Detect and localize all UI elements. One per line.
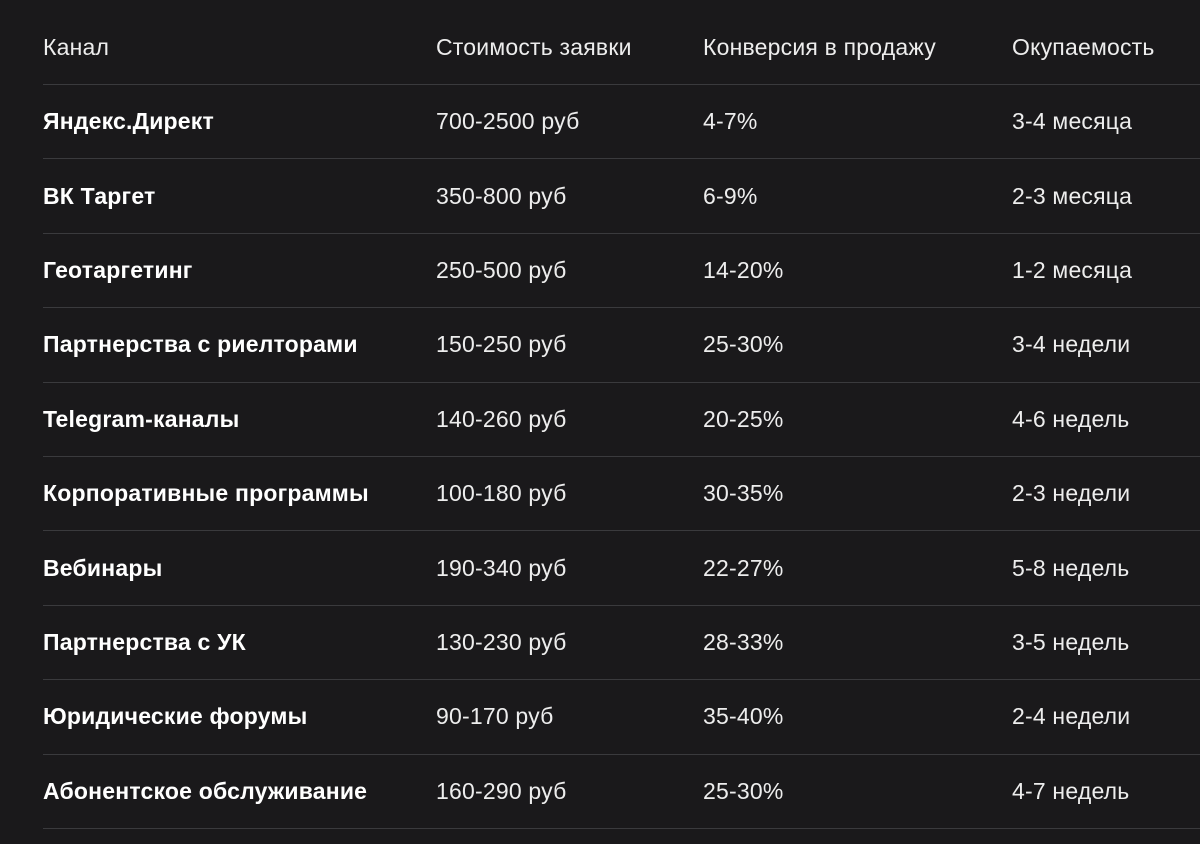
conversion-cell: 28-33% xyxy=(703,628,784,655)
channel-cell: Корпоративные программы xyxy=(43,480,369,507)
header-lead-cost: Стоимость заявки xyxy=(436,33,632,60)
conversion-cell: 25-30% xyxy=(703,777,784,804)
payback-cell: 4-6 недель xyxy=(1012,405,1130,432)
channels-table: Канал Стоимость заявки Конверсия в прода… xyxy=(43,10,1200,829)
payback-cell: 2-3 месяца xyxy=(1012,182,1133,209)
conversion-cell: 35-40% xyxy=(703,703,784,730)
table-row: Яндекс.Директ 700-2500 руб 4-7% 3-4 меся… xyxy=(43,85,1200,160)
conversion-cell: 6-9% xyxy=(703,182,758,209)
channel-cell: Telegram-каналы xyxy=(43,405,240,432)
conversion-cell: 14-20% xyxy=(703,256,784,283)
lead-cost-cell: 150-250 руб xyxy=(436,331,567,358)
payback-cell: 4-7 недель xyxy=(1012,777,1130,804)
channel-cell: Яндекс.Директ xyxy=(43,108,214,135)
conversion-cell: 25-30% xyxy=(703,331,784,358)
channel-cell: Партнерства с УК xyxy=(43,628,246,655)
lead-cost-cell: 90-170 руб xyxy=(436,703,554,730)
table-row: Корпоративные программы 100-180 руб 30-3… xyxy=(43,457,1200,532)
lead-cost-cell: 350-800 руб xyxy=(436,182,567,209)
payback-cell: 3-4 месяца xyxy=(1012,108,1133,135)
table-row: Юридические форумы 90-170 руб 35-40% 2-4… xyxy=(43,680,1200,755)
payback-cell: 5-8 недель xyxy=(1012,554,1130,581)
channel-cell: Партнерства с риелторами xyxy=(43,331,358,358)
table-row: Партнерства с УК 130-230 руб 28-33% 3-5 … xyxy=(43,606,1200,681)
lead-cost-cell: 250-500 руб xyxy=(436,256,567,283)
header-channel: Канал xyxy=(43,33,110,60)
channel-cell: Юридические форумы xyxy=(43,703,308,730)
table-row: Геотаргетинг 250-500 руб 14-20% 1-2 меся… xyxy=(43,234,1200,309)
lead-cost-cell: 100-180 руб xyxy=(436,480,567,507)
conversion-cell: 22-27% xyxy=(703,554,784,581)
conversion-cell: 30-35% xyxy=(703,480,784,507)
table-row: Telegram-каналы 140-260 руб 20-25% 4-6 н… xyxy=(43,383,1200,457)
table-row: ВК Таргет 350-800 руб 6-9% 2-3 месяца xyxy=(43,159,1200,234)
lead-cost-cell: 190-340 руб xyxy=(436,554,567,581)
header-conversion: Конверсия в продажу xyxy=(703,33,936,60)
table-row: Абонентское обслуживание 160-290 руб 25-… xyxy=(43,755,1200,829)
channel-cell: Геотаргетинг xyxy=(43,256,193,283)
channel-cell: Абонентское обслуживание xyxy=(43,777,368,804)
conversion-cell: 20-25% xyxy=(703,405,784,432)
payback-cell: 1-2 месяца xyxy=(1012,256,1133,283)
table-row: Партнерства с риелторами 150-250 руб 25-… xyxy=(43,308,1200,383)
header-payback: Окупаемость xyxy=(1012,33,1155,60)
payback-cell: 2-4 недели xyxy=(1012,703,1131,730)
lead-cost-cell: 140-260 руб xyxy=(436,405,567,432)
table-row: Вебинары 190-340 руб 22-27% 5-8 недель xyxy=(43,531,1200,606)
conversion-cell: 4-7% xyxy=(703,108,758,135)
lead-cost-cell: 130-230 руб xyxy=(436,628,567,655)
channel-cell: ВК Таргет xyxy=(43,182,156,209)
payback-cell: 3-4 недели xyxy=(1012,331,1131,358)
lead-cost-cell: 700-2500 руб xyxy=(436,108,580,135)
payback-cell: 3-5 недель xyxy=(1012,628,1130,655)
channel-cell: Вебинары xyxy=(43,554,163,581)
payback-cell: 2-3 недели xyxy=(1012,480,1131,507)
lead-cost-cell: 160-290 руб xyxy=(436,777,567,804)
table-header-row: Канал Стоимость заявки Конверсия в прода… xyxy=(43,10,1200,85)
